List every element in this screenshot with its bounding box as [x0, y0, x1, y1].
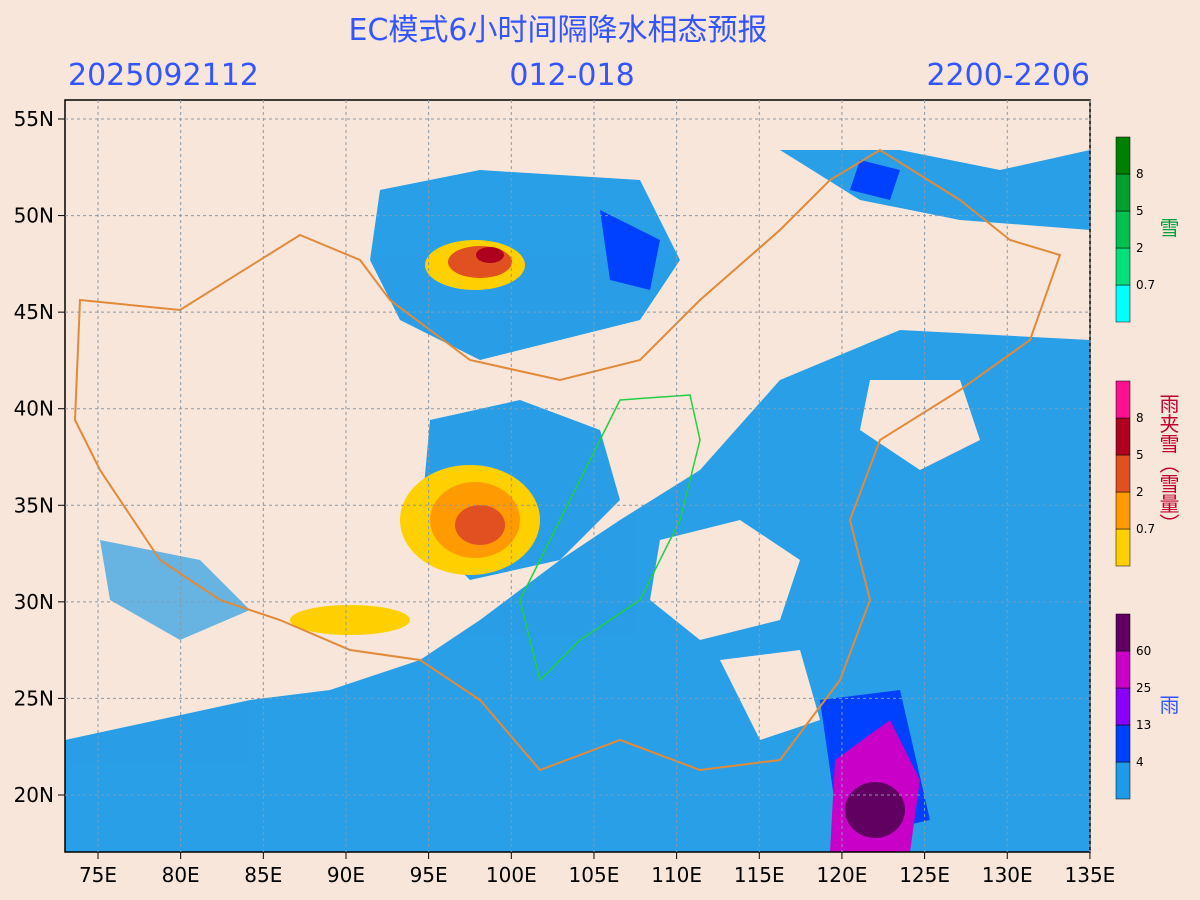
lat-label: 20N: [14, 783, 54, 807]
dry-area: [650, 380, 980, 740]
legend-swatch: [1115, 454, 1131, 493]
legend-title: 雨: [1156, 695, 1180, 715]
legend-swatch: [1115, 650, 1131, 689]
lon-label: 130E: [982, 863, 1033, 887]
legend-swatch: [1115, 417, 1131, 456]
lon-label: 105E: [569, 863, 620, 887]
lat-label: 45N: [14, 300, 54, 324]
legend-title: 雪: [1156, 218, 1180, 238]
map-frame: [64, 99, 1091, 853]
legend-swatch: [1115, 613, 1131, 652]
lon-label: 75E: [79, 863, 117, 887]
title: EC模式6小时间隔降水相态预报: [349, 13, 768, 48]
legend-swatch: [1115, 380, 1131, 419]
legend-level: 13: [1136, 718, 1151, 732]
lat-label: 40N: [14, 397, 54, 421]
legend-swatch: [1115, 687, 1131, 726]
legend-swatch: [1115, 210, 1131, 249]
mixed-precip: [290, 240, 540, 635]
legend-level: 2: [1136, 241, 1144, 255]
lon-label: 95E: [410, 863, 448, 887]
lon-label: 100E: [486, 863, 537, 887]
lon-label: 90E: [327, 863, 365, 887]
lon-label: 85E: [244, 863, 282, 887]
extreme-rain: [845, 782, 905, 838]
legend-level: 2: [1136, 485, 1144, 499]
legend-swatch: [1115, 761, 1131, 800]
legend-swatch: [1115, 491, 1131, 530]
legend-swatch: [1115, 724, 1131, 763]
legend-level: 4: [1136, 755, 1144, 769]
legend-level: 25: [1136, 681, 1151, 695]
lon-label: 115E: [734, 863, 785, 887]
legend-swatch: [1115, 247, 1131, 286]
lat-label: 35N: [14, 493, 54, 517]
legend-level: 8: [1136, 167, 1144, 181]
init-time: 2025092112: [68, 58, 259, 93]
country-border: [73, 148, 1062, 772]
legend-level: 8: [1136, 411, 1144, 425]
lon-label: 120E: [817, 863, 868, 887]
lat-label: 30N: [14, 590, 54, 614]
legend-swatch: [1115, 528, 1131, 567]
map: [65, 100, 1090, 852]
legend-swatch: [1115, 284, 1131, 323]
lead-time: 012-018: [509, 58, 634, 93]
lon-label: 125E: [899, 863, 950, 887]
lon-label: 110E: [651, 863, 702, 887]
lon-label: 135E: [1065, 863, 1116, 887]
legend-swatch: [1115, 173, 1131, 212]
legend-swatch: [1115, 136, 1131, 175]
lat-label: 50N: [14, 204, 54, 228]
legend-level: 5: [1136, 448, 1144, 462]
valid-time: 2200-2206: [926, 58, 1090, 93]
lat-label: 55N: [14, 107, 54, 131]
river: [519, 394, 701, 682]
lon-label: 80E: [162, 863, 200, 887]
lat-label: 25N: [14, 686, 54, 710]
legend-level: 0.7: [1136, 522, 1155, 536]
legend-level: 60: [1136, 644, 1151, 658]
legend-level: 5: [1136, 204, 1144, 218]
legend-level: 0.7: [1136, 278, 1155, 292]
legend-title: 雨夹雪（雪量）: [1156, 394, 1180, 534]
